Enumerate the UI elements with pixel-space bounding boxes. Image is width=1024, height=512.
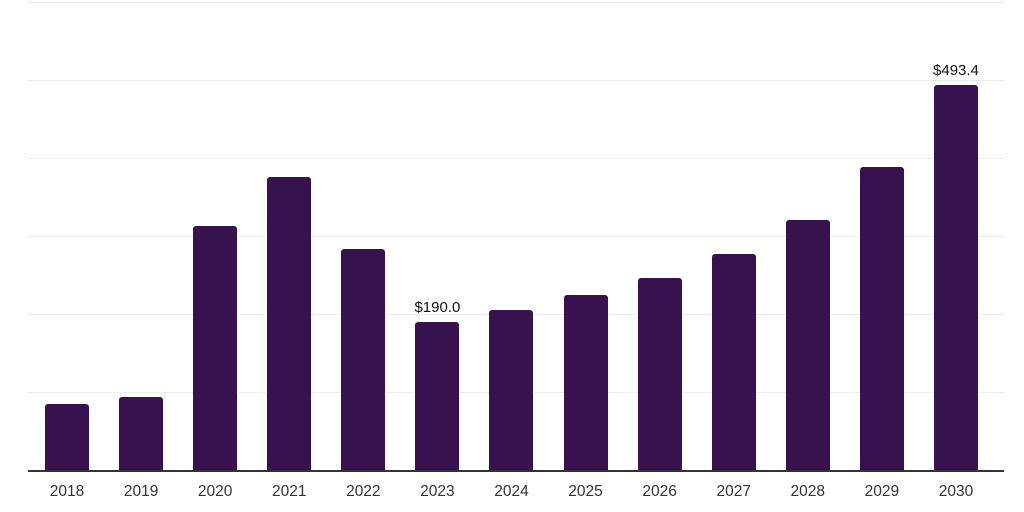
x-tick-2020: 2020 <box>197 483 233 500</box>
gridline-500 <box>28 79 1004 81</box>
bar-2025[interactable] <box>563 294 608 470</box>
x-tick-2026: 2026 <box>642 483 677 500</box>
x-tick-2028: 2028 <box>790 483 826 500</box>
bar-2024[interactable] <box>489 310 534 470</box>
x-tick-2018: 2018 <box>49 483 85 500</box>
x-tick-2023: 2023 <box>420 483 455 500</box>
bar-2029[interactable] <box>859 166 904 470</box>
x-tick-2025: 2025 <box>568 483 603 500</box>
x-tick-2022: 2022 <box>346 483 381 500</box>
x-tick-2030: 2030 <box>938 483 974 500</box>
x-tick-2027: 2027 <box>716 483 751 500</box>
bar-2020[interactable] <box>193 225 238 470</box>
bar-2022[interactable] <box>341 249 386 470</box>
x-axis: 2018 2019 2020 2021 2022 2023 2024 2025 2026 2027… <box>28 483 1004 505</box>
x-tick-2029: 2029 <box>864 483 900 500</box>
bar-2028[interactable] <box>785 220 830 470</box>
x-tick-2019: 2019 <box>123 483 159 500</box>
gridline-400 <box>28 157 1004 159</box>
value-label-2023: $190.0 <box>414 298 461 316</box>
bar-2021[interactable] <box>267 176 312 470</box>
bar-2026[interactable] <box>637 278 682 470</box>
bar-2030[interactable] <box>933 85 978 470</box>
bar-2027[interactable] <box>711 253 756 470</box>
value-label-2030: $493.4 <box>933 62 979 80</box>
bar-2023[interactable] <box>415 321 460 470</box>
x-tick-2021: 2021 <box>271 483 307 500</box>
bar-2019[interactable] <box>119 396 164 470</box>
bar-2018[interactable] <box>45 403 89 470</box>
x-tick-2024: 2024 <box>494 483 529 500</box>
gridline-300 <box>28 235 1004 237</box>
plot-area: $190.0 $493.4 <box>28 1 1004 472</box>
gridline-600 <box>28 1 1004 3</box>
